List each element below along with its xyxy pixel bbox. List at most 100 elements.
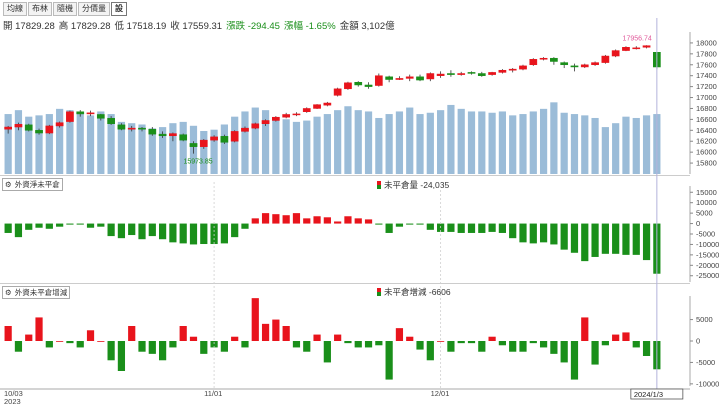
candle-body: [14, 124, 23, 128]
oi-change-bar: [313, 334, 321, 341]
oi-bar: [364, 219, 373, 224]
panel-divider: [0, 175, 690, 176]
volume-bar: [169, 123, 177, 174]
y-tick-label: 16400: [696, 126, 717, 135]
oi-change-bar: [601, 341, 609, 346]
volume-bar: [189, 125, 198, 174]
x-tick-label: 12/01: [431, 389, 450, 398]
candle-body: [96, 114, 105, 119]
volume-bar: [622, 116, 630, 174]
candle-body: [374, 75, 383, 86]
candle-body: [323, 102, 332, 106]
oi-change-bar: [25, 334, 33, 341]
oi-bar: [251, 218, 259, 224]
oi-bar: [447, 223, 455, 232]
candle-body: [642, 45, 651, 48]
tab-ma[interactable]: 均線: [3, 2, 27, 16]
oi-bar: [128, 223, 136, 236]
oi-bar: [622, 223, 630, 255]
candle-body: [107, 118, 115, 125]
tab-bollinger[interactable]: 布林: [28, 2, 52, 16]
oi-change-bar: [642, 341, 651, 356]
oi-change-bar: [653, 341, 661, 370]
oi-bar: [601, 223, 609, 254]
y-tick-label: 16600: [696, 115, 717, 124]
low-value: 低 17518.19: [114, 21, 167, 32]
oi-bar: [35, 223, 43, 228]
oi-bar: [529, 223, 537, 244]
volume-bar: [220, 124, 228, 174]
tab-settings[interactable]: 設: [111, 2, 127, 16]
high-annotation: 17956.74: [623, 35, 652, 42]
oi-change-bar: [334, 334, 342, 341]
oi-bar: [498, 223, 507, 233]
oi-change-bar: [189, 336, 198, 341]
candle-body: [241, 127, 249, 132]
candle-body: [560, 62, 569, 66]
candle-body: [405, 76, 414, 79]
volume-bar: [292, 121, 301, 174]
volume-bar: [272, 117, 280, 174]
oi-bar: [653, 223, 661, 274]
gear-icon: ⚙: [5, 288, 12, 297]
candle-body: [86, 112, 95, 115]
volume-bar: [148, 128, 156, 174]
indicator-select-1[interactable]: ⚙ 外資淨未平倉: [2, 178, 63, 191]
oi-change-bar: [632, 341, 640, 348]
oi-bar: [395, 223, 404, 227]
candle-body: [467, 72, 476, 74]
oi-change-bar: [107, 341, 115, 361]
oi-bar: [519, 223, 527, 243]
volume-bar: [416, 114, 424, 174]
oi-bar: [158, 223, 167, 240]
oi-change-bar: [282, 326, 290, 341]
oi-change-bar: [45, 341, 53, 348]
legend-swatch: [377, 181, 381, 189]
volume-bar: [385, 114, 393, 174]
volume-bar: [45, 114, 53, 174]
oi-change-bar: [509, 341, 517, 352]
candle-body: [220, 136, 229, 143]
candle-body: [488, 72, 496, 75]
oi-bar: [272, 214, 280, 224]
tab-volume-profile[interactable]: 分價量: [78, 2, 110, 16]
oi-change-bar: [86, 330, 95, 341]
candle-body: [138, 127, 146, 130]
volume-bar: [560, 112, 568, 174]
candle-body: [622, 47, 630, 51]
volume-bar: [344, 106, 352, 174]
volume-bar: [158, 127, 167, 174]
oi-change-bar: [385, 341, 393, 380]
volume-bar: [612, 123, 620, 174]
candle-body: [189, 143, 198, 147]
y-tick-label: -10000: [696, 379, 719, 388]
oi-change-bar: [488, 336, 496, 341]
oi-bar: [117, 223, 126, 239]
oi-bar: [581, 223, 589, 262]
oi-change-bar: [539, 341, 548, 348]
indicator-select-2[interactable]: ⚙ 外資未平倉增減: [2, 286, 71, 299]
oi-bar: [560, 223, 568, 250]
panel-divider: [0, 283, 690, 284]
volume-bar: [498, 111, 507, 174]
oi-bar: [261, 213, 270, 224]
y-tick-label: 5000: [696, 209, 713, 218]
oi-bar: [375, 223, 383, 225]
cursor-date-box: [630, 388, 684, 400]
oi-bar: [509, 223, 517, 239]
volume-bar: [334, 110, 342, 174]
oi-change-bar: [550, 341, 558, 354]
oi-change-bar: [35, 317, 43, 341]
oi-bar: [56, 223, 64, 227]
oi-change-bar: [303, 341, 311, 352]
volume-bar: [56, 108, 64, 174]
x-tick-label: 11/01: [204, 389, 222, 398]
oi-bar: [97, 223, 105, 227]
volume-bar: [138, 124, 146, 174]
oi-change-bar: [210, 341, 218, 348]
tab-stochastic[interactable]: 隨機: [53, 2, 77, 16]
oi-bar: [570, 223, 579, 253]
oi-bar: [334, 221, 342, 224]
oi-bar: [138, 223, 146, 240]
y-tick-label: 16000: [696, 148, 717, 157]
